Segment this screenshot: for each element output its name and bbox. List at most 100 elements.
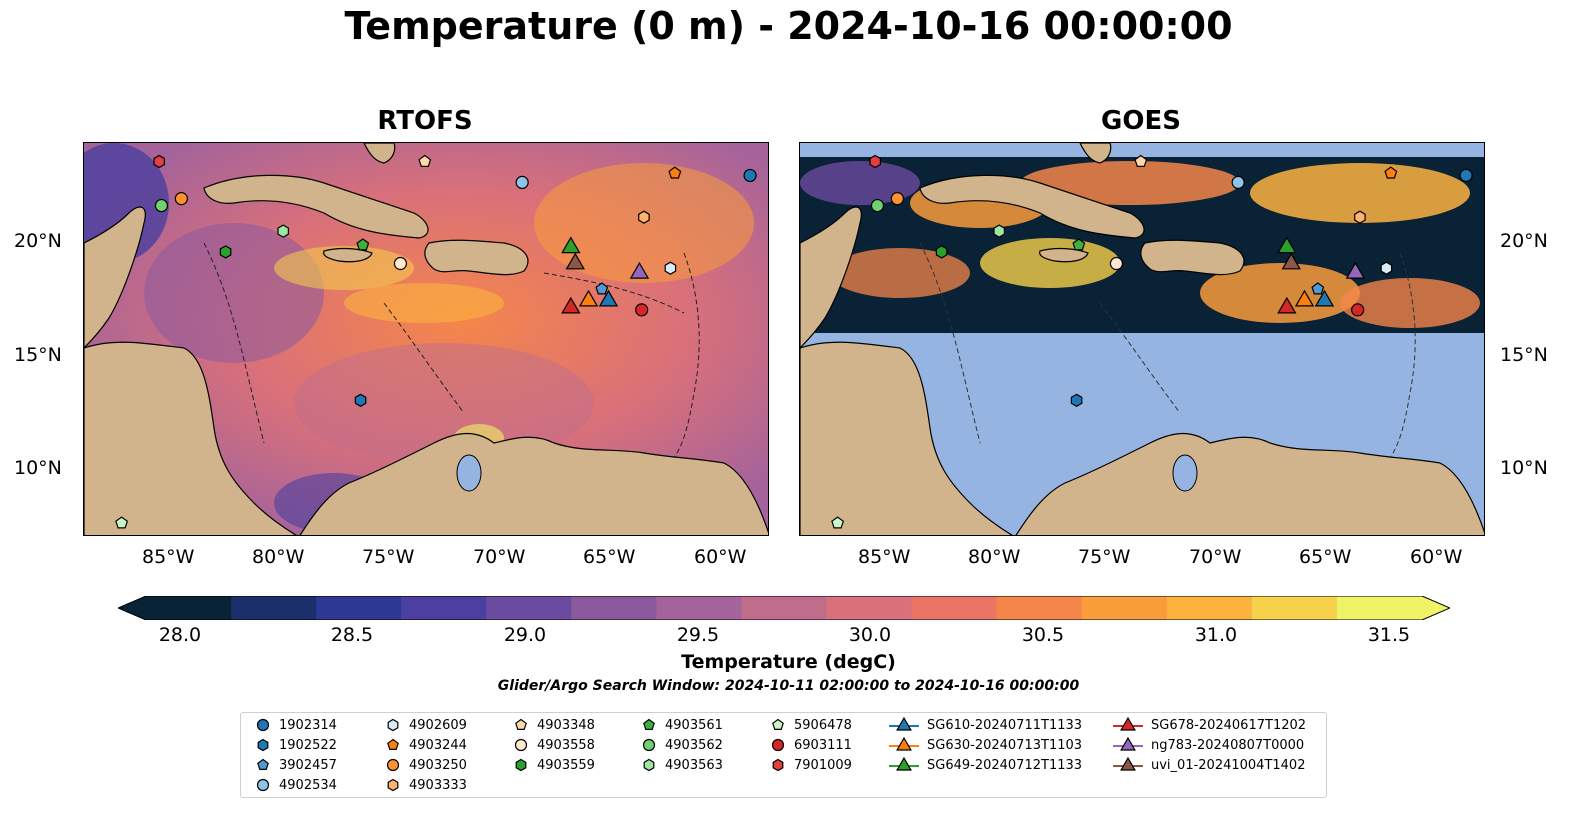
- argo-float-4903333[interactable]: [638, 210, 650, 224]
- glider-ng783-20240807T0000[interactable]: [1345, 261, 1366, 279]
- yucatan-land: [800, 206, 862, 349]
- argo-float-4903348[interactable]: [418, 154, 432, 167]
- argo-float-4902609[interactable]: [664, 261, 677, 275]
- legend-pentagon-icon[interactable]: [387, 738, 399, 750]
- argo-float-1902522[interactable]: [1070, 393, 1083, 407]
- legend-item: SG678-20240617T1202: [1113, 717, 1306, 733]
- legend-pentagon-icon[interactable]: [257, 758, 269, 770]
- legend-label: ng783-20240807T0000: [1151, 737, 1305, 753]
- legend-item: uvi_01-20241004T1402: [1113, 757, 1305, 773]
- legend-hexagon-icon[interactable]: [515, 758, 527, 772]
- rtofs-map[interactable]: [83, 142, 769, 536]
- goes-map[interactable]: [799, 142, 1485, 536]
- argo-float-1902522[interactable]: [354, 393, 367, 407]
- glider-SG610-20240711T1133[interactable]: [1314, 289, 1335, 307]
- argo-float-7901009[interactable]: [153, 154, 166, 169]
- legend-hexagon-icon[interactable]: [387, 778, 399, 792]
- cuba-land: [203, 174, 429, 239]
- argo-float-4903559[interactable]: [935, 245, 948, 259]
- lat-label-right: 10°N: [1500, 457, 1548, 479]
- glider-SG630-20240713T1103[interactable]: [1294, 289, 1315, 307]
- argo-float-4903563[interactable]: [993, 224, 1005, 238]
- legend-triangle-icon[interactable]: [1120, 717, 1136, 731]
- glider-SG649-20240712T1133[interactable]: [561, 236, 581, 254]
- legend-pentagon-icon[interactable]: [772, 718, 784, 730]
- argo-float-4902534[interactable]: [515, 175, 529, 190]
- argo-float-4903561[interactable]: [356, 238, 370, 251]
- argo-float-4903244[interactable]: [668, 166, 682, 179]
- legend-hexagon-icon[interactable]: [257, 738, 269, 752]
- argo-float-4903558[interactable]: [1109, 256, 1124, 271]
- legend-label: 4902609: [409, 717, 467, 733]
- argo-float-4903559[interactable]: [219, 245, 232, 259]
- glider-SG678-20240617T1202[interactable]: [1277, 296, 1297, 314]
- legend-circle-icon[interactable]: [771, 738, 785, 752]
- legend-hexagon-icon[interactable]: [772, 758, 784, 772]
- argo-float-4903250[interactable]: [890, 192, 904, 206]
- hispaniola-land: [424, 239, 529, 276]
- legend-triangle-icon[interactable]: [1120, 737, 1136, 751]
- legend-item: SG649-20240712T1133: [889, 757, 1082, 773]
- lon-label: 85°W: [858, 546, 911, 568]
- bathymetry-contour: [1099, 302, 1181, 414]
- legend-marker-icon: [889, 757, 919, 771]
- glider-ng783-20240807T0000[interactable]: [629, 261, 650, 279]
- lon-label: 70°W: [1189, 546, 1242, 568]
- colorbar-low-extend: [118, 596, 146, 620]
- legend-item: 4903563: [641, 757, 723, 773]
- argo-float-5906478[interactable]: [831, 516, 845, 529]
- glider-SG649-20240712T1133[interactable]: [1277, 236, 1297, 254]
- glider-uvi_01-20241004T1402[interactable]: [1281, 252, 1301, 270]
- argo-float-3902457[interactable]: [1311, 282, 1325, 295]
- argo-float-4902609[interactable]: [1380, 261, 1393, 275]
- legend-label: SG678-20240617T1202: [1151, 717, 1307, 733]
- rtofs-panel-title: RTOFS: [377, 106, 473, 136]
- argo-float-1902314[interactable]: [1459, 168, 1473, 183]
- argo-float-3902457[interactable]: [595, 282, 609, 295]
- legend-item: 4902609: [385, 717, 467, 733]
- argo-float-4903250[interactable]: [174, 192, 188, 206]
- legend-pentagon-icon[interactable]: [643, 718, 655, 730]
- argo-float-4903558[interactable]: [393, 256, 408, 271]
- argo-float-6903111[interactable]: [635, 303, 649, 317]
- legend-circle-icon[interactable]: [256, 718, 270, 732]
- argo-float-4903348[interactable]: [1134, 154, 1148, 167]
- legend-label: 1902522: [279, 737, 337, 753]
- legend-hexagon-icon[interactable]: [643, 758, 655, 772]
- legend-triangle-icon[interactable]: [896, 717, 912, 731]
- legend-marker-icon: [387, 718, 399, 732]
- argo-float-4902534[interactable]: [1231, 175, 1245, 190]
- argo-float-5906478[interactable]: [115, 516, 129, 529]
- legend-marker-icon: [387, 778, 399, 792]
- legend-hexagon-icon[interactable]: [387, 718, 399, 732]
- argo-float-4903561[interactable]: [1072, 238, 1086, 251]
- legend-label: 1902314: [279, 717, 337, 733]
- legend-circle-icon[interactable]: [642, 738, 656, 752]
- argo-float-4903562[interactable]: [154, 198, 169, 213]
- lat-label-left: 20°N: [14, 230, 62, 252]
- legend-triangle-icon[interactable]: [896, 737, 912, 751]
- argo-float-4903244[interactable]: [1384, 166, 1398, 179]
- legend-circle-icon[interactable]: [256, 778, 270, 792]
- legend-triangle-icon[interactable]: [896, 757, 912, 771]
- legend-item: 4903561: [641, 717, 723, 733]
- colorbar-segment: [1336, 596, 1423, 620]
- legend-marker-icon: [256, 778, 270, 792]
- argo-float-4903563[interactable]: [277, 224, 289, 238]
- legend-label: 5906478: [794, 717, 852, 733]
- argo-float-4903333[interactable]: [1354, 210, 1366, 224]
- legend-circle-icon[interactable]: [386, 758, 400, 772]
- glider-SG678-20240617T1202[interactable]: [561, 296, 581, 314]
- argo-float-1902314[interactable]: [743, 168, 757, 183]
- argo-float-4903562[interactable]: [870, 198, 885, 213]
- legend-circle-icon[interactable]: [514, 738, 528, 752]
- legend-triangle-icon[interactable]: [1120, 757, 1136, 771]
- legend-marker-icon: [643, 718, 655, 730]
- glider-SG610-20240711T1133[interactable]: [598, 289, 619, 307]
- glider-uvi_01-20241004T1402[interactable]: [565, 252, 585, 270]
- glider-SG630-20240713T1103[interactable]: [578, 289, 599, 307]
- legend-pentagon-icon[interactable]: [515, 718, 527, 730]
- argo-float-7901009[interactable]: [869, 154, 882, 169]
- argo-float-6903111[interactable]: [1351, 303, 1365, 317]
- lon-label: 60°W: [694, 546, 747, 568]
